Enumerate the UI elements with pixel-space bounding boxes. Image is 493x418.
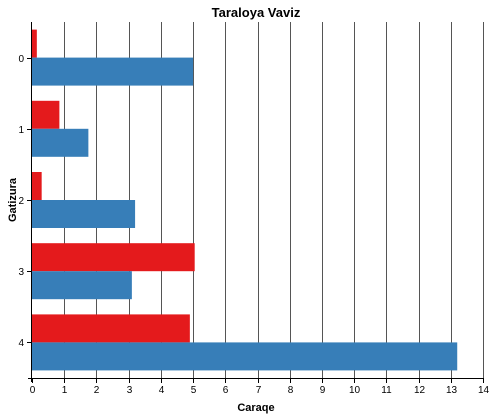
y-tick-label-2: 2 <box>18 196 24 207</box>
y-tick-label-1: 1 <box>18 125 24 136</box>
bar-series1-cat-3 <box>32 271 132 300</box>
x-tick-label-2: 2 <box>94 385 100 396</box>
x-tick-label-8: 8 <box>288 385 294 396</box>
y-tick-label-4: 4 <box>18 338 24 349</box>
x-tick-label-6: 6 <box>223 385 229 396</box>
x-tick-label-13: 13 <box>446 385 458 396</box>
x-tick-label-7: 7 <box>256 385 262 396</box>
x-tick-label-5: 5 <box>191 385 197 396</box>
x-axis-title: Caraqe <box>237 402 274 414</box>
bar-series0-cat-3 <box>32 243 195 272</box>
chart-title: Taraloya Vaviz <box>212 5 301 20</box>
x-tick-label-9: 9 <box>320 385 326 396</box>
grid-layer <box>64 22 484 378</box>
bar-series0-cat-2 <box>32 172 42 200</box>
x-tick-label-12: 12 <box>414 385 426 396</box>
bar-series0-cat-4 <box>32 314 190 343</box>
bar-series0-cat-1 <box>32 100 60 129</box>
bar-series1-cat-0 <box>32 57 194 86</box>
x-tick-label-0: 0 <box>30 385 36 396</box>
x-tick-label-10: 10 <box>349 385 361 396</box>
y-axis-title: Gatizura <box>7 177 19 222</box>
bars-layer <box>32 29 458 371</box>
bar-series1-cat-2 <box>32 200 136 228</box>
x-tick-label-11: 11 <box>381 385 392 396</box>
x-tick-label-3: 3 <box>127 385 133 396</box>
bar-series0-cat-0 <box>32 29 37 58</box>
x-tick-label-4: 4 <box>159 385 165 396</box>
bar-series1-cat-1 <box>32 128 89 157</box>
y-tick-label-3: 3 <box>18 267 24 278</box>
x-tick-label-1: 1 <box>62 385 68 396</box>
x-tick-label-14: 14 <box>478 385 490 396</box>
bar-series1-cat-4 <box>32 342 458 371</box>
y-tick-label-0: 0 <box>18 54 24 65</box>
